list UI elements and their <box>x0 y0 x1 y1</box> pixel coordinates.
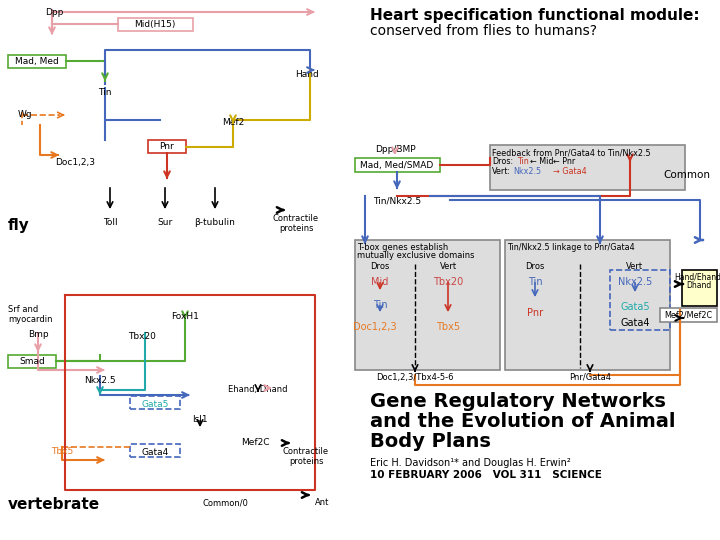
Bar <box>660 308 717 322</box>
Text: Common: Common <box>663 170 710 180</box>
Text: Mef2/Mef2C: Mef2/Mef2C <box>664 311 712 320</box>
Text: Pnr: Pnr <box>527 308 543 318</box>
Text: Sur: Sur <box>158 218 173 227</box>
Text: Doc1,2,3: Doc1,2,3 <box>55 158 95 167</box>
Text: Pnr/Gata4: Pnr/Gata4 <box>569 373 611 382</box>
Text: Dhand: Dhand <box>686 281 711 290</box>
Text: Gata5: Gata5 <box>141 400 168 409</box>
Text: Ant: Ant <box>315 498 329 507</box>
Text: Hand: Hand <box>295 70 319 79</box>
Text: mutually exclusive domains: mutually exclusive domains <box>357 251 474 260</box>
Text: Dros: Dros <box>526 262 545 271</box>
Text: Dpp: Dpp <box>45 8 63 17</box>
Text: Gata4: Gata4 <box>620 318 649 328</box>
Text: T-box genes establish: T-box genes establish <box>357 243 449 252</box>
Bar <box>490 145 685 190</box>
Bar <box>8 55 66 68</box>
Text: Common/0: Common/0 <box>202 498 248 507</box>
Text: Eric H. Davidson¹* and Douglas H. Erwin²: Eric H. Davidson¹* and Douglas H. Erwin² <box>370 458 571 468</box>
Text: Hand/Ehand,: Hand/Ehand, <box>675 273 720 282</box>
Text: Feedback from Pnr/Gata4 to Tin/Nkx2.5: Feedback from Pnr/Gata4 to Tin/Nkx2.5 <box>492 148 651 157</box>
Text: Doc1,2,3: Doc1,2,3 <box>354 322 397 332</box>
Text: Ehand, Dhand: Ehand, Dhand <box>228 385 288 394</box>
Text: Mid(H15): Mid(H15) <box>135 20 176 29</box>
Text: Contractile
proteins: Contractile proteins <box>273 214 319 233</box>
Text: Isl1: Isl1 <box>192 415 208 424</box>
Text: Body Plans: Body Plans <box>370 432 491 451</box>
Text: Contractile
proteins: Contractile proteins <box>283 447 329 467</box>
Text: Bmp: Bmp <box>28 330 49 339</box>
Text: Gata5: Gata5 <box>620 302 650 312</box>
Text: → Gata4: → Gata4 <box>553 167 587 176</box>
Text: Tin/Nkx2.5 linkage to Pnr/Gata4: Tin/Nkx2.5 linkage to Pnr/Gata4 <box>507 243 634 252</box>
Text: Mad, Med/SMAD: Mad, Med/SMAD <box>361 161 433 170</box>
Text: Smad: Smad <box>19 357 45 366</box>
Text: ← Mid: ← Mid <box>530 157 554 166</box>
Text: Tbx5: Tbx5 <box>51 447 73 456</box>
Text: Nkx2.5: Nkx2.5 <box>618 277 652 287</box>
Text: Dpp/BMP: Dpp/BMP <box>374 145 415 154</box>
Text: Tin: Tin <box>517 157 528 166</box>
Bar <box>682 270 717 306</box>
Text: Vert: Vert <box>626 262 644 271</box>
Text: fly: fly <box>8 218 30 233</box>
Text: Gene Regulatory Networks: Gene Regulatory Networks <box>370 392 666 411</box>
Text: Toll: Toll <box>103 218 117 227</box>
Text: vertebrate: vertebrate <box>8 497 100 512</box>
Text: Gata4: Gata4 <box>141 448 168 457</box>
Text: Mef2: Mef2 <box>222 118 244 127</box>
Text: FoxH1: FoxH1 <box>171 312 199 321</box>
Text: Nkx2.5: Nkx2.5 <box>84 376 116 385</box>
Text: Mid: Mid <box>372 277 389 287</box>
Text: and the Evolution of Animal: and the Evolution of Animal <box>370 412 675 431</box>
Text: Dros:: Dros: <box>492 157 513 166</box>
Text: Tin/Nkx2.5: Tin/Nkx2.5 <box>373 196 421 205</box>
Text: 10 FEBRUARY 2006   VOL 311   SCIENCE: 10 FEBRUARY 2006 VOL 311 SCIENCE <box>370 470 602 480</box>
Text: Tin: Tin <box>98 88 112 97</box>
Text: Tbx20: Tbx20 <box>433 277 463 287</box>
Text: Nkx2.5: Nkx2.5 <box>513 167 541 176</box>
Text: Mad, Med: Mad, Med <box>15 57 59 66</box>
Text: Dros: Dros <box>370 262 390 271</box>
Bar <box>8 355 56 368</box>
Text: Srf and
myocardin: Srf and myocardin <box>8 305 53 325</box>
Text: Vert:: Vert: <box>492 167 511 176</box>
Text: Tbx5: Tbx5 <box>436 322 460 332</box>
Bar <box>130 396 180 409</box>
Bar <box>355 240 500 370</box>
Text: Tin: Tin <box>373 300 387 310</box>
Text: Vert: Vert <box>439 262 456 271</box>
Text: conserved from flies to humans?: conserved from flies to humans? <box>370 24 597 38</box>
Text: Tbx20: Tbx20 <box>128 332 156 341</box>
Text: Wg: Wg <box>18 110 32 119</box>
Bar <box>118 18 193 31</box>
Bar <box>148 140 186 153</box>
Bar <box>610 270 670 330</box>
Bar <box>130 444 180 457</box>
Text: Doc1,2,3/Tbx4-5-6: Doc1,2,3/Tbx4-5-6 <box>377 373 454 382</box>
Bar <box>355 158 440 172</box>
Text: Heart specification functional module:: Heart specification functional module: <box>370 8 700 23</box>
Text: ← Pnr: ← Pnr <box>553 157 575 166</box>
Text: Pnr: Pnr <box>160 142 174 151</box>
Text: Mef2C: Mef2C <box>240 438 269 447</box>
Text: β-tubulin: β-tubulin <box>194 218 235 227</box>
Text: Tin: Tin <box>528 277 542 287</box>
Bar <box>505 240 670 370</box>
